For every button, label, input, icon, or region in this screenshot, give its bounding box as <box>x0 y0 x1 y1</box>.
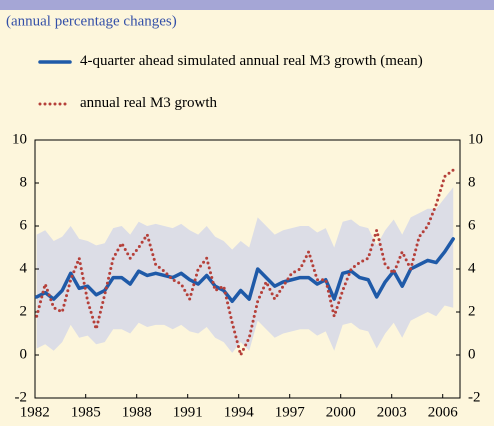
x-tick-label: 2000 <box>326 404 356 420</box>
x-tick-label: 2003 <box>377 404 407 420</box>
y2-tick-label: 8 <box>468 174 476 190</box>
y2-tick-label: 6 <box>468 217 476 233</box>
legend-label: annual real M3 growth <box>80 95 218 111</box>
y-tick-label: -2 <box>15 389 28 405</box>
subtitle: (annual percentage changes) <box>6 13 177 29</box>
range-band <box>36 187 454 353</box>
x-tick-label: 1988 <box>122 404 152 420</box>
y-tick-label: 10 <box>12 131 27 147</box>
y-tick-label: 4 <box>20 260 28 276</box>
y2-tick-label: 0 <box>468 346 476 362</box>
y-tick-label: 8 <box>20 174 28 190</box>
y-tick-label: 6 <box>20 217 28 233</box>
x-tick-label: 1982 <box>20 404 50 420</box>
y2-tick-label: 2 <box>468 303 476 319</box>
x-tick-label: 2006 <box>428 404 459 420</box>
header-band <box>0 0 494 10</box>
legend-label: 4-quarter ahead simulated annual real M3… <box>80 53 423 69</box>
y2-tick-label: -2 <box>468 389 481 405</box>
x-tick-label: 1994 <box>224 404 255 420</box>
series-line <box>35 168 455 357</box>
x-tick-label: 1985 <box>71 404 101 420</box>
y2-tick-label: 4 <box>468 260 476 276</box>
y-tick-label: 2 <box>20 303 28 319</box>
y-tick-label: 0 <box>20 346 28 362</box>
y2-tick-label: 10 <box>468 131 483 147</box>
x-tick-label: 1991 <box>173 404 203 420</box>
x-tick-label: 1997 <box>275 404 306 420</box>
